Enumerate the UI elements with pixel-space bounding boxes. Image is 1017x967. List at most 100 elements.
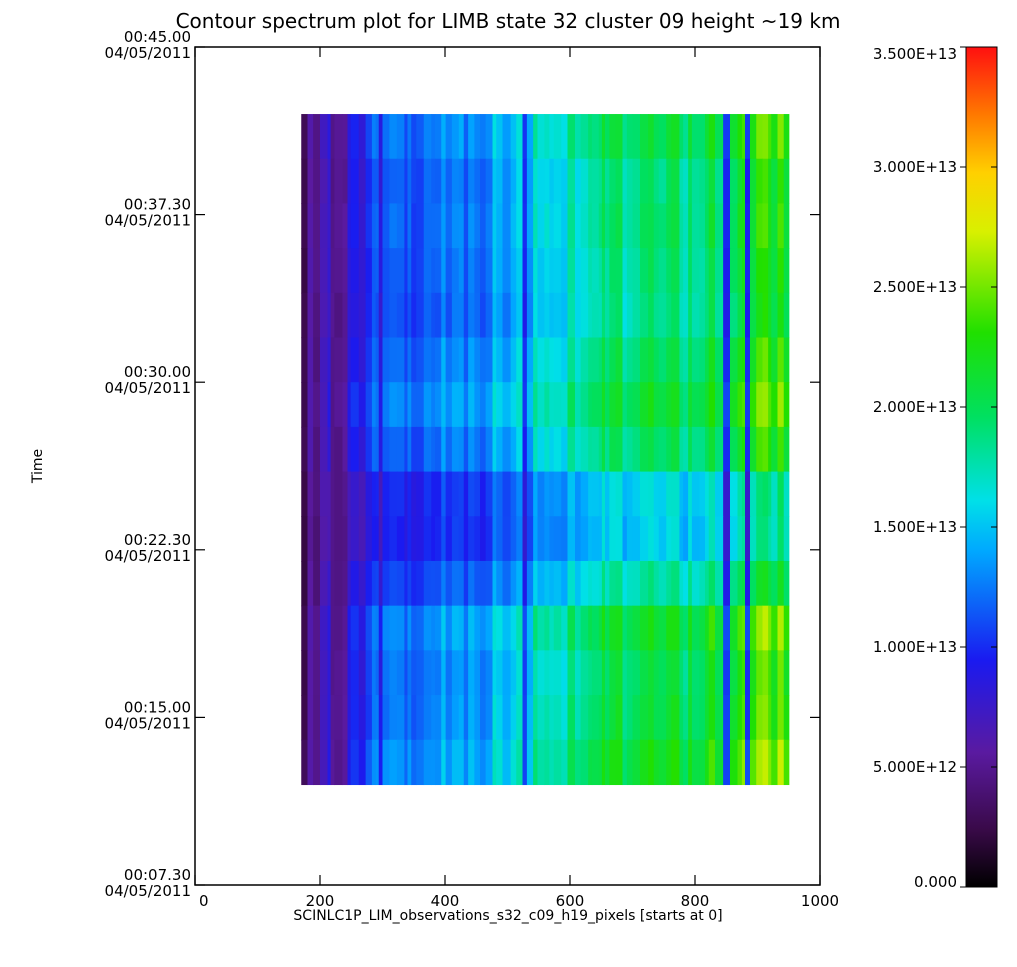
heatmap-cell	[615, 158, 624, 205]
heatmap-cell	[382, 426, 390, 473]
heatmap-cell	[783, 650, 790, 696]
heatmap-cell	[451, 471, 460, 517]
heatmap-cell	[723, 158, 731, 205]
heatmap-cell	[730, 292, 739, 339]
heatmap-cell	[411, 382, 417, 428]
heatmap-cell	[474, 650, 481, 696]
heatmap-cell	[468, 605, 475, 651]
heatmap-cell	[365, 203, 373, 249]
heatmap-cell	[683, 560, 689, 607]
heatmap-cell	[307, 650, 314, 696]
heatmap-cell	[396, 426, 405, 473]
heatmap-cell	[371, 605, 377, 651]
heatmap-cell	[347, 560, 352, 607]
heatmap-cell	[458, 337, 465, 383]
heatmap-cell	[549, 203, 555, 249]
heatmap-cell	[598, 471, 603, 517]
heatmap-cell	[783, 114, 790, 160]
heatmap-cell	[699, 158, 706, 205]
heatmap-cell	[666, 516, 672, 562]
heatmap-cell	[588, 292, 593, 339]
heatmap-cell	[468, 158, 475, 205]
heatmap-cell	[567, 560, 576, 607]
heatmap-cell	[699, 203, 706, 249]
heatmap-cell	[588, 650, 593, 696]
heatmap-cell	[601, 248, 606, 294]
heatmap-cell	[382, 248, 390, 294]
heatmap-cell	[715, 560, 724, 607]
heatmap-cell	[783, 516, 790, 562]
heatmap-cell	[683, 337, 689, 383]
heatmap-cell	[533, 114, 539, 160]
heatmap-cell	[463, 114, 469, 160]
heatmap-cell	[699, 248, 706, 294]
heatmap-cell	[492, 203, 497, 249]
heatmap-cell	[626, 426, 634, 473]
x-axis-label: SCINLC1P_LIM_observations_s32_c09_h19_pi…	[293, 908, 722, 924]
heatmap-cell	[632, 695, 641, 741]
heatmap-cell	[342, 114, 349, 160]
heatmap-cell	[730, 248, 739, 294]
heatmap-cell	[708, 382, 716, 428]
heatmap-cell	[591, 292, 600, 339]
heatmap-cell	[485, 605, 494, 651]
heatmap-cell	[423, 560, 432, 607]
heatmap-cell	[609, 248, 617, 294]
heatmap-cell	[485, 471, 494, 517]
heatmap-cell	[756, 426, 764, 473]
heatmap-cell	[371, 471, 377, 517]
heatmap-cell	[510, 560, 517, 607]
heatmap-cell	[730, 471, 739, 517]
heatmap-cell	[537, 158, 545, 205]
heatmap-cell	[327, 382, 332, 428]
heatmap-cell	[334, 650, 344, 696]
heatmap-cell	[653, 516, 660, 562]
heatmap-cell	[451, 337, 460, 383]
heatmap-cell	[445, 382, 453, 428]
heatmap-cell	[640, 426, 649, 473]
heatmap-cell	[615, 695, 624, 741]
heatmap-cell	[553, 248, 562, 294]
heatmap-cell	[496, 560, 504, 607]
heatmap-cell	[496, 248, 504, 294]
heatmap-cell	[407, 426, 412, 473]
heatmap-cell	[496, 605, 504, 651]
heatmap-cell	[708, 114, 716, 160]
heatmap-cell	[327, 471, 332, 517]
heatmap-cell	[350, 158, 360, 205]
heatmap-cell	[396, 337, 405, 383]
heatmap-cell	[378, 426, 384, 473]
heatmap-cell	[741, 337, 746, 383]
heatmap-cell	[327, 426, 332, 473]
heatmap-cell	[378, 382, 384, 428]
heatmap-cell	[598, 739, 603, 786]
heatmap-cell	[468, 516, 475, 562]
heatmap-cell	[389, 248, 398, 294]
heatmap-cell	[632, 739, 641, 786]
heatmap-cell	[658, 158, 667, 205]
heatmap-cell	[334, 516, 344, 562]
x-tick-label: 200	[306, 892, 335, 910]
heatmap-cell	[458, 382, 465, 428]
heatmap-cell	[365, 382, 373, 428]
heatmap-cell	[327, 560, 332, 607]
heatmap-cell	[575, 203, 582, 249]
heatmap-cell	[407, 248, 412, 294]
heatmap-cell	[544, 158, 550, 205]
heatmap-cell	[435, 292, 442, 339]
heatmap-cell	[375, 560, 380, 607]
heatmap-cell	[688, 382, 693, 428]
heatmap-cell	[330, 650, 335, 696]
heatmap-cell	[648, 337, 655, 383]
heatmap-cell	[423, 739, 432, 786]
heatmap-cell	[580, 605, 589, 651]
heatmap-cell	[378, 650, 384, 696]
x-axis: 0 200 400 600 800 1000	[194, 47, 839, 910]
heatmap-cell	[580, 203, 589, 249]
heatmap-cell	[601, 426, 606, 473]
heatmap-cell	[683, 426, 689, 473]
heatmap-cell	[648, 382, 655, 428]
heatmap-cell	[342, 292, 349, 339]
heatmap-cell	[699, 114, 706, 160]
heatmap-cell	[632, 248, 641, 294]
